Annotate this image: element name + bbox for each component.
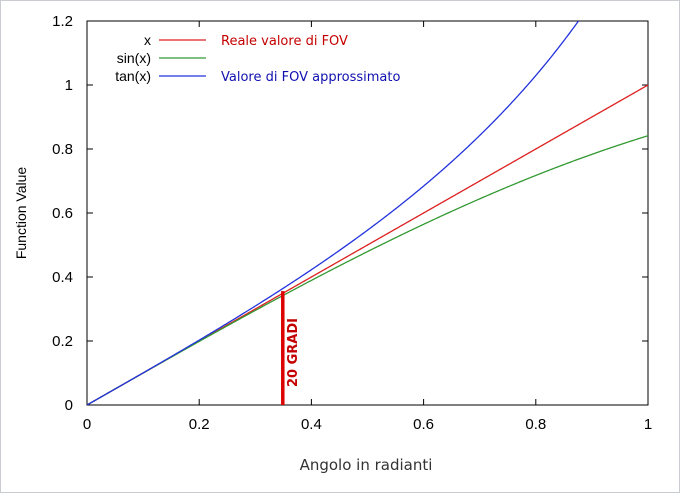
- y-tick-label: 0.2: [52, 333, 73, 350]
- y-tick-label: 1.2: [52, 13, 73, 30]
- legend-label-tan: tan(x): [115, 68, 151, 84]
- x-tick-label: 0.6: [413, 416, 434, 433]
- y-tick-label: 0: [65, 397, 73, 414]
- x-tick-label: 0.8: [525, 416, 546, 433]
- series-line-tanx: [87, 21, 580, 405]
- y-tick-label: 0.8: [52, 141, 73, 158]
- legend: x sin(x) tan(x) Reale valore di FOV Valo…: [115, 32, 400, 85]
- legend-label-x: x: [144, 32, 151, 48]
- x-tick-label: 0.2: [189, 416, 210, 433]
- annotation-reale: Reale valore di FOV: [221, 34, 348, 49]
- x-tick-label: 0: [83, 416, 91, 433]
- x-tick-label: 1: [644, 416, 652, 433]
- legend-label-sin: sin(x): [117, 50, 151, 66]
- series-line-sinx: [87, 135, 648, 405]
- x-tick-label: 0.4: [301, 416, 322, 433]
- annotation-approssimato: Valore di FOV approssimato: [221, 70, 400, 85]
- x-axis-title: Angolo in radianti: [300, 456, 433, 474]
- y-tick-label: 0.6: [52, 205, 73, 222]
- series-layer: [87, 21, 648, 405]
- y-tick-label: 1: [65, 77, 73, 94]
- y-tick-label: 0.4: [52, 269, 73, 286]
- axes: 0 0.2 0.4 0.6 0.8 1 0 0.2 0.4 0.6 0.8 1 1.2: [52, 13, 652, 433]
- y-axis-title: Function Value: [13, 167, 29, 260]
- annotation-20-gradi: 20 GRADI: [286, 318, 301, 387]
